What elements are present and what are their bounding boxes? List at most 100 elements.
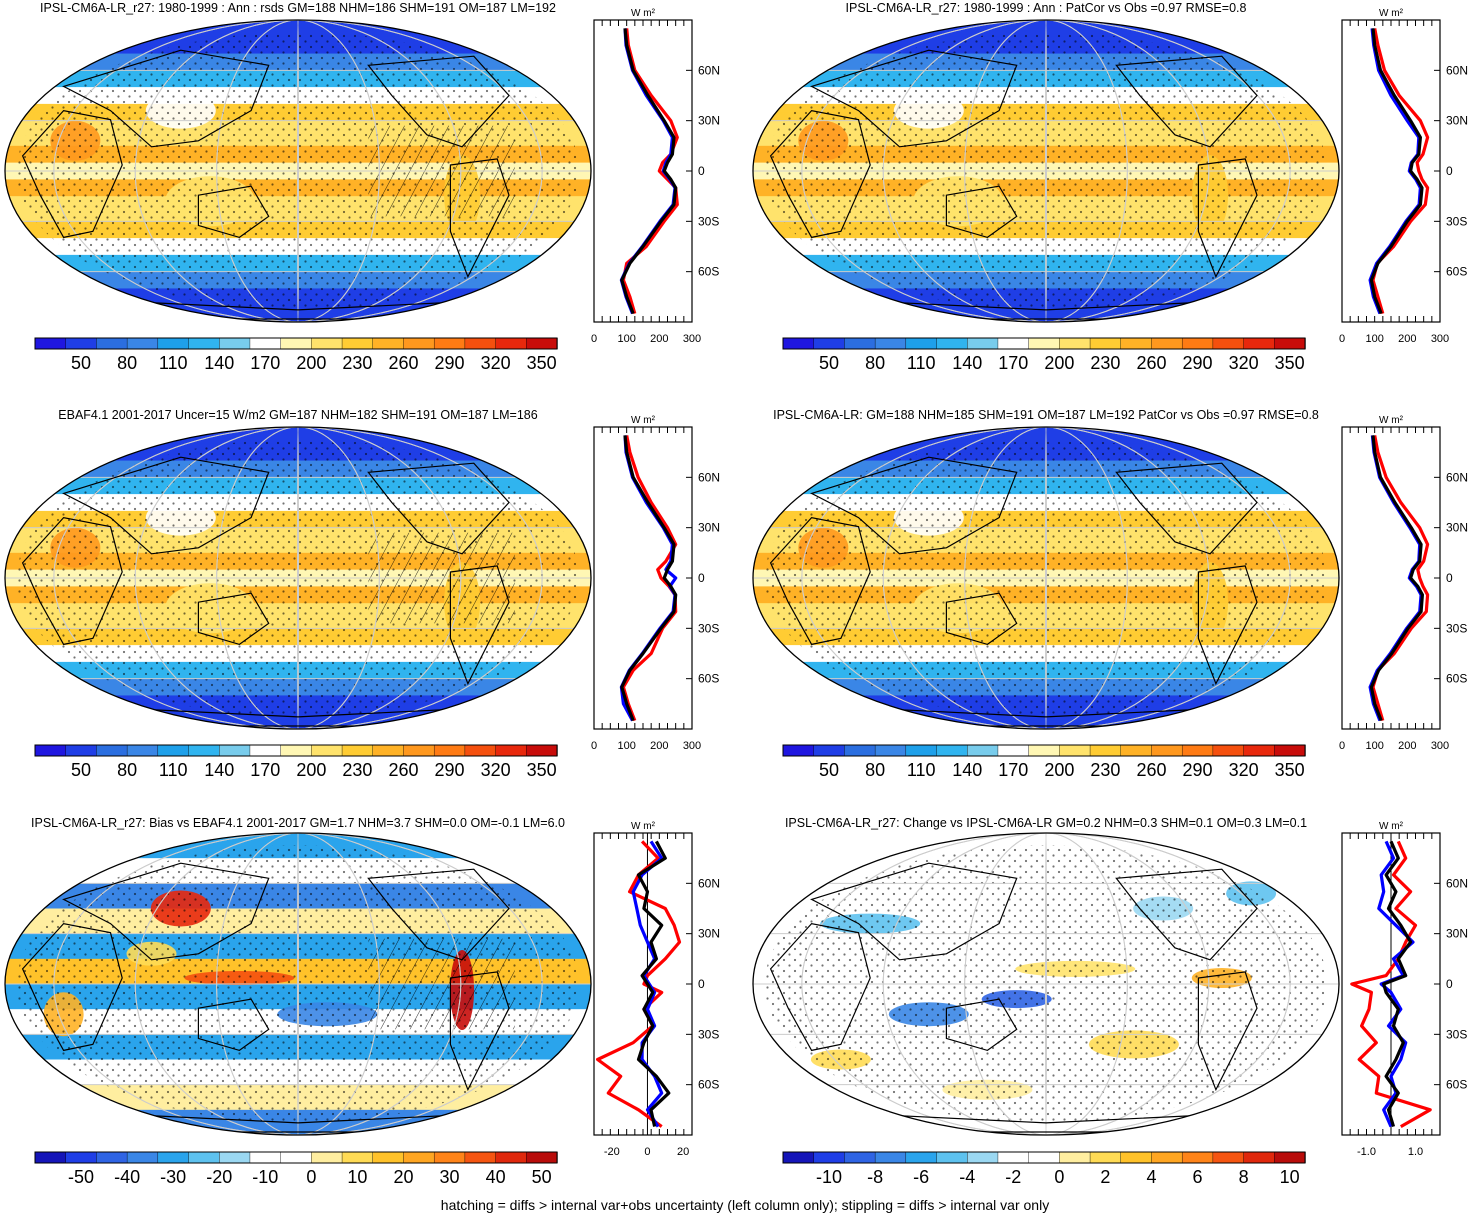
profile-y-label: 0 <box>698 164 705 178</box>
profile-y-label: 60N <box>1446 63 1468 77</box>
map <box>5 427 591 729</box>
colorbar-swatch <box>997 1151 1030 1164</box>
colorbar-swatch <box>188 744 220 757</box>
colorbar-swatch <box>341 337 374 350</box>
colorbar-label: 140 <box>952 760 982 780</box>
graticule-line <box>216 833 380 1135</box>
profile-y-label: 60S <box>1446 265 1467 279</box>
colorbar-label: 200 <box>296 760 326 780</box>
profile-y-label: 30N <box>698 927 720 941</box>
colorbar-frame <box>782 744 1306 757</box>
colorbar-label: 50 <box>819 353 839 373</box>
profile-x-label: 1.0 <box>1408 1146 1423 1158</box>
map-border <box>752 19 1340 323</box>
panel-3: EBAF4.1 2001-2017 Uncer=15 W/m2 GM=187 N… <box>4 408 720 780</box>
continent-south-america <box>1197 971 1258 1092</box>
colorbar-label: -30 <box>160 1167 186 1187</box>
colorbar-swatch <box>311 744 343 757</box>
colorbar-label: 170 <box>250 760 280 780</box>
colorbar-label: 10 <box>347 1167 367 1187</box>
colorbar-swatch <box>341 1151 374 1164</box>
colorbar-swatch <box>526 1151 558 1164</box>
colorbar: 50 80 110 140 170 200 230 260 290 320 350 <box>34 744 558 780</box>
continent-africa <box>769 516 871 646</box>
profile-y-label: 0 <box>1446 164 1453 178</box>
colorbar-swatch <box>936 337 968 350</box>
map-border <box>4 19 592 323</box>
colorbar-swatch <box>1243 744 1275 757</box>
profile-y-label: 0 <box>698 977 705 991</box>
continent-south-america <box>449 565 510 686</box>
colorbar-label: 320 <box>481 760 511 780</box>
colorbar-swatch <box>157 337 190 350</box>
colorbar-swatch <box>219 337 251 350</box>
colorbar-swatch <box>782 1151 815 1164</box>
colorbar-label: 320 <box>1229 353 1259 373</box>
colorbar-swatch <box>1151 1151 1183 1164</box>
colorbar-label: 140 <box>952 353 982 373</box>
colorbar-swatch <box>936 1151 968 1164</box>
graticule-line <box>964 427 1128 729</box>
continent-africa <box>21 109 123 239</box>
colorbar-swatch <box>874 744 907 757</box>
colorbar-label: 30 <box>440 1167 460 1187</box>
graticule-line <box>882 833 1210 1135</box>
colorbar-label: 2 <box>1100 1167 1110 1187</box>
profile-unit: W m² <box>631 821 656 832</box>
colorbar-swatch <box>495 744 527 757</box>
colorbar: 50 80 110 140 170 200 230 260 290 320 350 <box>34 337 558 373</box>
panel-title: EBAF4.1 2001-2017 Uncer=15 W/m2 GM=187 N… <box>58 408 537 422</box>
colorbar-label: 50 <box>532 1167 552 1187</box>
colorbar-swatch <box>844 337 876 350</box>
profile-y-label: 60S <box>698 1078 719 1092</box>
graticule-line <box>1045 427 1047 729</box>
colorbar-label: -10 <box>816 1167 842 1187</box>
profile-y-label: 30N <box>1446 521 1468 535</box>
continent-eurasia <box>62 49 270 148</box>
profile-x-label: 20 <box>677 1146 689 1158</box>
colorbar-swatch <box>1120 1151 1153 1164</box>
colorbar-swatch <box>967 337 999 350</box>
colorbar-label: 170 <box>998 760 1028 780</box>
colorbar-swatch <box>967 1151 999 1164</box>
continent-eurasia <box>810 862 1018 961</box>
colorbar-swatch <box>280 337 313 350</box>
colorbar-swatch <box>782 744 815 757</box>
graticule-line <box>964 833 1128 1135</box>
colorbar-label: 80 <box>865 353 885 373</box>
profile-y-label: 60S <box>1446 672 1467 686</box>
profile-y-label: 30S <box>1446 1027 1467 1041</box>
colorbar-swatch <box>157 744 190 757</box>
zonal-profile: W m² 60N 30N 0 30S 60S 0 100 200 300 <box>591 8 720 345</box>
colorbar-swatch <box>126 744 159 757</box>
colorbar-swatch <box>96 337 128 350</box>
colorbar-label: 50 <box>71 353 91 373</box>
colorbar-label: -50 <box>68 1167 94 1187</box>
colorbar-swatch <box>1059 337 1091 350</box>
colorbar-label: 110 <box>159 353 188 373</box>
panel-6: IPSL-CM6A-LR_r27: Change vs IPSL-CM6A-LR… <box>752 816 1468 1187</box>
profile-x-label: 300 <box>683 740 701 752</box>
colorbar-label: 110 <box>159 760 188 780</box>
colorbar-swatch <box>464 337 497 350</box>
graticule-line <box>53 427 543 729</box>
colorbar-label: 110 <box>907 760 936 780</box>
colorbar-label: 10 <box>1280 1167 1300 1187</box>
profile-y-label: 30N <box>698 521 720 535</box>
colorbar-swatch <box>249 1151 282 1164</box>
panel-1: IPSL-CM6A-LR_r27: 1980-1999 : Ann : rsds… <box>4 1 720 373</box>
colorbar-label: -8 <box>867 1167 883 1187</box>
profile-unit: W m² <box>631 415 656 426</box>
graticule-line <box>882 20 1210 322</box>
continent-eurasia <box>810 49 1018 148</box>
continent-australia <box>945 185 1018 239</box>
colorbar-label: 350 <box>1275 353 1305 373</box>
panel-5: IPSL-CM6A-LR_r27: Bias vs EBAF4.1 2001-2… <box>4 816 720 1187</box>
profile-y-label: 30N <box>1446 114 1468 128</box>
map <box>753 427 1339 729</box>
continent-north-america <box>367 868 510 961</box>
colorbar-label: 290 <box>1183 353 1213 373</box>
colorbar-label: 50 <box>71 760 91 780</box>
colorbar-label: 320 <box>481 353 511 373</box>
